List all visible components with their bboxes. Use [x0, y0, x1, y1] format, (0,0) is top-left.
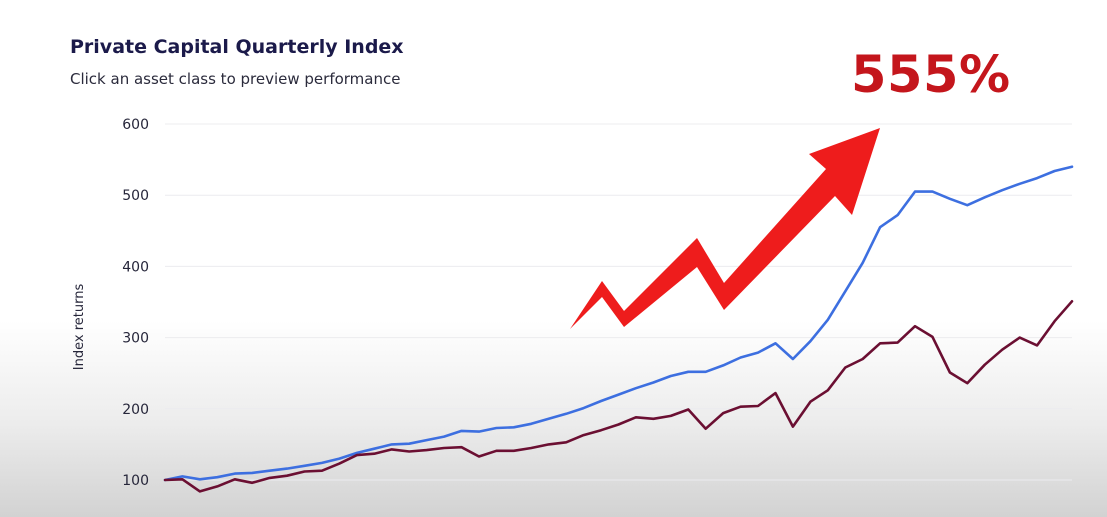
- y-tick-label: 600: [122, 117, 149, 133]
- y-tick-label: 100: [122, 473, 149, 489]
- return-callout: 555%: [851, 46, 1011, 105]
- gridlines: [165, 123, 1072, 481]
- series-line-2: [163, 299, 1074, 493]
- y-tick-label: 500: [122, 188, 149, 204]
- chart-title: Private Capital Quarterly Index: [70, 36, 404, 58]
- series-lines: [163, 165, 1074, 493]
- y-axis-ticks: 100 200 300 400 500 600: [122, 117, 149, 489]
- y-tick-label: 200: [122, 402, 149, 418]
- y-axis-title: Index returns: [72, 284, 87, 371]
- series-line-1: [163, 165, 1074, 482]
- zigzag-up-arrow-icon: [570, 128, 880, 329]
- y-tick-label: 300: [122, 331, 149, 347]
- chart-subtitle: Click an asset class to preview performa…: [70, 70, 401, 88]
- y-tick-label: 400: [122, 259, 149, 275]
